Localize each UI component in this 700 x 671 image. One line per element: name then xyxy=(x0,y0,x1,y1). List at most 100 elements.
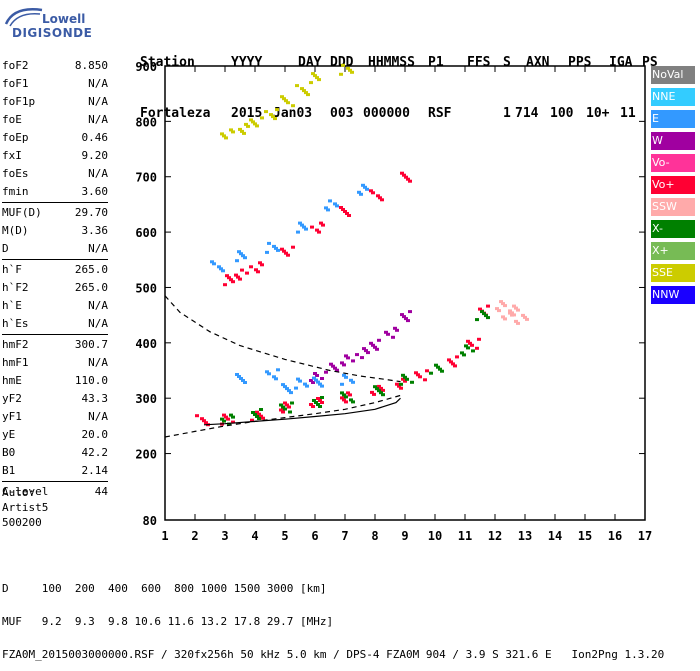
series-6-point xyxy=(346,66,350,70)
legend-item-ssw: SSW xyxy=(651,198,695,216)
auto-label: Auto: xyxy=(2,486,36,499)
series-1-point xyxy=(379,391,383,395)
series-6-point xyxy=(264,110,268,114)
series-0-point xyxy=(222,413,226,417)
series-0-point xyxy=(372,392,376,396)
header-values: Fortaleza 2015 Jan03 003 000000 RSF 1 714 100 10+… xyxy=(140,105,636,122)
series-4-point xyxy=(291,245,295,249)
series-3-point xyxy=(237,375,241,378)
y-tick-label: 80 xyxy=(143,514,157,528)
series-1-point xyxy=(351,400,355,404)
series-0-point xyxy=(453,364,457,368)
series-0-point xyxy=(226,417,230,421)
param-key: yF1 xyxy=(2,410,22,423)
y-tick-label: 900 xyxy=(135,60,157,74)
series-4-point xyxy=(254,268,258,272)
param-key: foEp xyxy=(2,131,29,144)
series-7-point xyxy=(503,304,507,308)
footer-muf-row: MUF 9.2 9.3 9.8 10.6 11.6 13.2 17.8 29.7… xyxy=(2,615,334,628)
series-2-point xyxy=(335,368,339,372)
series-4-point xyxy=(236,275,240,279)
param-row: foEp 0.46 xyxy=(2,129,108,147)
series-4-point xyxy=(347,214,351,217)
series-5-point xyxy=(298,221,302,225)
series-2-point xyxy=(342,363,346,367)
series-7-point xyxy=(508,311,512,315)
series-0-point xyxy=(279,408,283,412)
series-0-point xyxy=(377,384,381,388)
series-5-point xyxy=(357,190,361,194)
param-row: foEs N/A xyxy=(2,165,108,183)
series-7-point xyxy=(495,307,499,311)
ionogram-chart: 1 2 3 4 5 6 7 8 9 10 11 12 13 14 15 16 17802003004005006… xyxy=(135,60,652,543)
series-1-point xyxy=(290,401,294,405)
series-0-point xyxy=(346,391,350,395)
param-value: N/A xyxy=(88,95,108,108)
series-0-point xyxy=(403,379,407,383)
series-1-point xyxy=(227,422,231,426)
legend-item-vo: Vo+ xyxy=(651,176,695,194)
series-5-point xyxy=(272,244,276,248)
series-7-point xyxy=(521,313,525,317)
series-5-point xyxy=(219,267,223,271)
series-1-point xyxy=(381,393,385,397)
series-0-point xyxy=(204,421,208,425)
series-2-point xyxy=(375,347,379,351)
series-0-point xyxy=(470,343,474,347)
series-1-point xyxy=(255,415,259,418)
x-tick-label: 11 xyxy=(458,529,472,543)
series-2-point xyxy=(355,353,359,357)
series-3-point xyxy=(340,382,344,386)
series-4-point xyxy=(225,274,229,278)
series-2-point xyxy=(315,374,319,377)
series-5-point xyxy=(274,246,278,250)
series-2-point xyxy=(331,364,335,368)
series-0-point xyxy=(250,418,254,422)
series-1-point xyxy=(429,371,433,375)
param-row: D N/A xyxy=(2,240,108,258)
legend-item-vo: Vo- xyxy=(651,154,695,172)
param-value: N/A xyxy=(88,77,108,90)
series-2-point xyxy=(340,361,344,365)
series-0-point xyxy=(287,405,291,409)
param-row: yE 20.0 xyxy=(2,426,108,444)
series-4-point xyxy=(234,273,238,277)
series-4-point xyxy=(317,230,321,234)
param-key: fmin xyxy=(2,185,29,198)
series-0-point xyxy=(449,360,453,364)
series-4-point xyxy=(341,208,345,211)
series-6-point xyxy=(249,118,253,122)
series-2-point xyxy=(362,347,366,351)
series-7-point xyxy=(514,319,518,323)
series-6-point xyxy=(313,74,317,78)
series-7-point xyxy=(516,308,520,312)
series-line-9 xyxy=(164,394,401,438)
series-3-point xyxy=(267,372,271,376)
param-row: B0 42.2 xyxy=(2,444,108,462)
series-0-point xyxy=(281,410,285,414)
series-1-point xyxy=(342,393,346,397)
series-2-point xyxy=(333,366,337,370)
series-0-point xyxy=(451,362,455,366)
series-4-point xyxy=(406,177,410,181)
series-4-point xyxy=(402,173,406,177)
series-0-point xyxy=(311,405,315,408)
param-value: N/A xyxy=(88,356,108,369)
series-4-point xyxy=(376,194,380,198)
series-6-point xyxy=(317,78,321,82)
series-2-point xyxy=(324,370,328,374)
series-0-point xyxy=(255,410,259,414)
param-key: yF2 xyxy=(2,392,22,405)
series-6-point xyxy=(224,136,228,140)
param-row: h`Es N/A xyxy=(2,315,108,333)
series-3-point xyxy=(298,379,302,383)
series-1-point xyxy=(222,419,226,423)
series-0-point xyxy=(261,416,265,420)
param-row: fmin 3.60 xyxy=(2,183,108,201)
series-4-point xyxy=(371,191,375,195)
param-value: 44 xyxy=(94,485,108,498)
series-3-point xyxy=(285,387,289,391)
series-7-point xyxy=(499,300,503,304)
x-tick-label: 14 xyxy=(548,529,562,543)
series-0-point xyxy=(423,378,427,382)
